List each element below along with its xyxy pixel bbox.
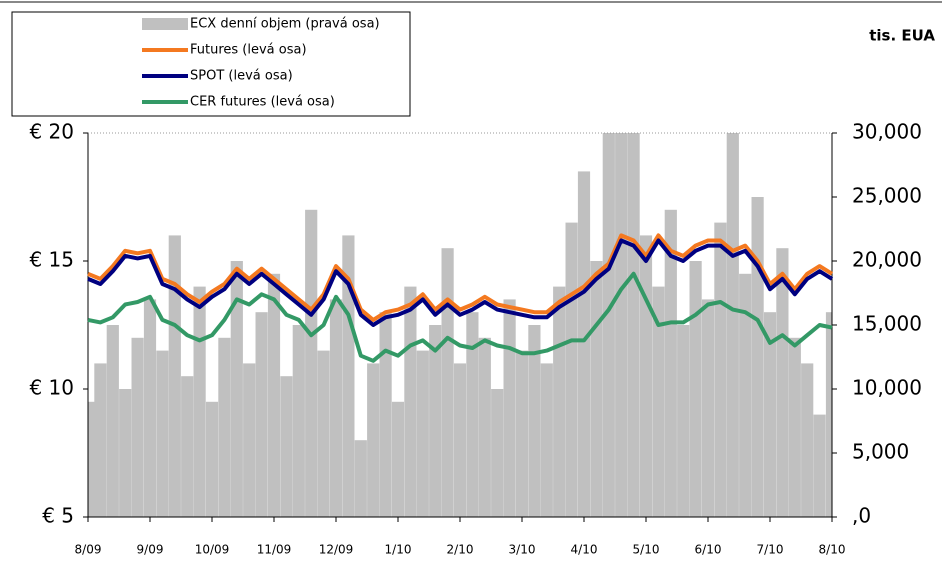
y2-tick-label: 5,000 — [852, 440, 909, 464]
volume-bar — [379, 312, 392, 517]
volume-bar — [404, 286, 417, 517]
series-line — [87, 238, 834, 327]
legend-label: Futures (levá osa) — [190, 43, 307, 58]
volume-bar — [714, 222, 727, 517]
volume-bar — [280, 376, 293, 517]
volume-bar — [801, 363, 814, 517]
x-tick-label: 9/09 — [137, 543, 164, 557]
series-line — [87, 271, 833, 363]
volume-bar — [627, 133, 640, 517]
volume-bar — [652, 286, 665, 517]
volume-bar — [503, 299, 516, 517]
x-tick-label: 4/10 — [571, 543, 598, 557]
x-tick-label: 6/10 — [695, 543, 722, 557]
y-tick-label: € 20 — [29, 120, 74, 144]
volume-bar — [540, 363, 553, 517]
volume-bar — [367, 363, 380, 517]
unit-label: tis. EUA — [869, 27, 935, 45]
volume-bar — [689, 261, 702, 517]
volume-bar — [602, 133, 615, 517]
volume-bar — [466, 312, 479, 517]
volume-bar — [193, 286, 206, 517]
volume-bar — [528, 325, 541, 517]
x-tick-label: 3/10 — [509, 543, 536, 557]
legend-label: SPOT (levá osa) — [190, 69, 293, 84]
volume-bar — [243, 363, 256, 517]
volume-bar — [491, 389, 504, 517]
volume-bar — [391, 401, 405, 517]
volume-bar — [329, 299, 343, 517]
volume-bar — [230, 261, 243, 517]
volume-bar — [205, 401, 219, 517]
volume-bar — [615, 133, 628, 517]
y2-tick-label: 20,000 — [852, 248, 922, 272]
legend-swatch — [142, 18, 188, 30]
volume-bar — [751, 197, 764, 517]
legend-box — [11, 11, 411, 117]
volume-bar — [267, 273, 281, 517]
volume-bar — [590, 261, 603, 517]
volume-bar — [218, 337, 231, 517]
volume-bar — [131, 337, 144, 517]
volume-bar — [342, 235, 355, 517]
volume-bar — [181, 376, 194, 517]
y-tick-label: € 5 — [42, 504, 74, 528]
volume-bar — [776, 248, 789, 517]
volume-bar — [168, 235, 181, 517]
y2-tick-label: 10,000 — [852, 376, 922, 400]
x-tick-label: 5/10 — [633, 543, 660, 557]
volume-bar — [515, 350, 529, 517]
volume-bar — [94, 363, 107, 517]
volume-bar — [106, 325, 119, 517]
x-tick-label: 8/10 — [819, 543, 846, 557]
volume-bar — [354, 440, 367, 517]
volume-bar — [639, 235, 653, 517]
volume-bar — [726, 133, 739, 517]
volume-bar — [441, 248, 454, 517]
y2-tick-label: 15,000 — [852, 312, 922, 336]
volume-bar — [317, 350, 330, 517]
volume-bar — [813, 414, 826, 517]
y-tick-label: € 10 — [29, 376, 74, 400]
x-tick-label: 11/09 — [257, 543, 292, 557]
volume-bar — [553, 286, 566, 517]
volume-bar — [577, 171, 591, 517]
volume-bar — [478, 337, 491, 517]
x-tick-label: 1/10 — [385, 543, 412, 557]
y2-tick-label: 30,000 — [852, 120, 922, 144]
volume-bar — [788, 337, 801, 517]
volume-bar — [416, 350, 429, 517]
series-line — [87, 233, 834, 322]
volume-bar — [664, 209, 677, 518]
x-tick-label: 7/10 — [757, 543, 784, 557]
volume-bar — [453, 363, 467, 517]
legend-label: CER futures (levá osa) — [190, 95, 335, 110]
volume-bar — [292, 325, 305, 517]
volume-bar — [739, 273, 752, 517]
y2-tick-label: 25,000 — [852, 184, 922, 208]
volume-bar — [156, 350, 169, 517]
volume-bar — [255, 312, 268, 517]
volume-bar — [565, 222, 578, 517]
y2-tick-label: ,0 — [852, 504, 871, 528]
y-tick-label: € 15 — [29, 248, 74, 272]
volume-bar — [825, 312, 832, 517]
x-tick-label: 12/09 — [319, 543, 354, 557]
volume-bar — [429, 325, 442, 517]
volume-bar — [119, 389, 132, 517]
volume-bar — [701, 299, 715, 517]
volume-bar — [305, 209, 318, 518]
x-tick-label: 10/09 — [195, 543, 230, 557]
legend-label: ECX denní objem (pravá osa) — [190, 17, 380, 32]
volume-bar — [763, 312, 777, 517]
x-tick-label: 2/10 — [447, 543, 474, 557]
x-tick-label: 8/09 — [75, 543, 102, 557]
volume-bar — [143, 299, 157, 517]
volume-bar — [677, 325, 690, 517]
